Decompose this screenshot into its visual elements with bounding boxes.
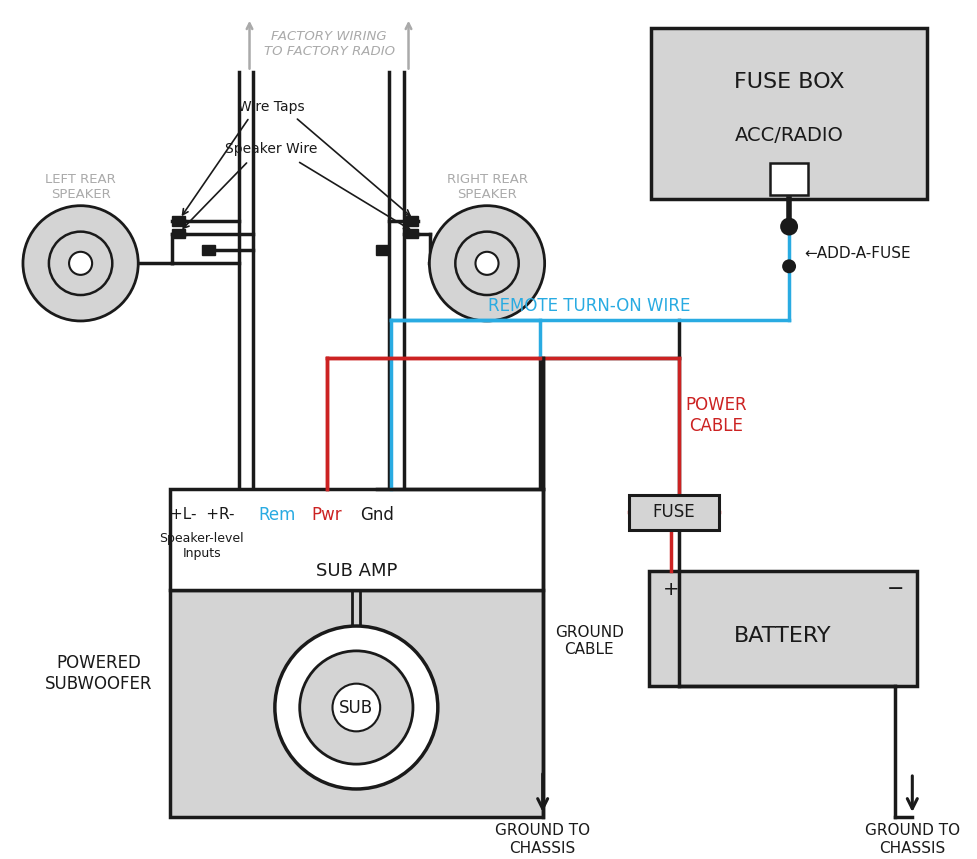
Circle shape (275, 626, 438, 789)
Bar (405, 228, 418, 239)
Text: −: − (886, 579, 904, 600)
Text: Pwr: Pwr (312, 506, 342, 524)
Circle shape (332, 684, 380, 731)
Text: POWER
CABLE: POWER CABLE (685, 396, 746, 435)
Text: RIGHT REAR
SPEAKER: RIGHT REAR SPEAKER (446, 173, 527, 201)
Circle shape (49, 232, 112, 295)
Text: REMOTE TURN-ON WIRE: REMOTE TURN-ON WIRE (488, 297, 690, 315)
Text: Speaker-level
Inputs: Speaker-level Inputs (159, 532, 244, 559)
Bar (405, 216, 418, 226)
Circle shape (782, 259, 795, 273)
Text: GROUND TO
CHASSIS: GROUND TO CHASSIS (864, 824, 958, 856)
Circle shape (429, 205, 544, 321)
Text: SUB: SUB (339, 698, 373, 716)
Text: FUSE: FUSE (652, 503, 695, 521)
Circle shape (22, 205, 138, 321)
Circle shape (299, 651, 412, 765)
Text: SUB AMP: SUB AMP (316, 563, 397, 581)
Text: Wire Taps: Wire Taps (237, 101, 305, 114)
Circle shape (475, 252, 498, 275)
Text: ACC/RADIO: ACC/RADIO (734, 125, 843, 144)
Bar (172, 216, 185, 226)
Text: FUSE BOX: FUSE BOX (733, 72, 843, 93)
Text: GROUND TO
CHASSIS: GROUND TO CHASSIS (494, 824, 589, 856)
Text: ←ADD-A-FUSE: ←ADD-A-FUSE (803, 246, 910, 261)
Bar (770, 163, 807, 195)
Bar (651, 27, 926, 198)
Text: Rem: Rem (258, 506, 296, 524)
Text: LEFT REAR
SPEAKER: LEFT REAR SPEAKER (45, 173, 116, 201)
Text: Speaker Wire: Speaker Wire (225, 142, 318, 156)
Text: POWERED
SUBWOOFER: POWERED SUBWOOFER (45, 655, 152, 693)
Text: +L-  +R-: +L- +R- (169, 507, 234, 522)
Bar (649, 571, 916, 685)
Text: BATTERY: BATTERY (734, 626, 831, 647)
Bar (172, 228, 185, 239)
Bar (170, 489, 542, 590)
Text: FACTORY WIRING
TO FACTORY RADIO: FACTORY WIRING TO FACTORY RADIO (263, 30, 394, 58)
Text: GROUND
CABLE: GROUND CABLE (554, 624, 623, 657)
Text: Gnd: Gnd (360, 506, 394, 524)
Bar (170, 590, 542, 817)
Bar (375, 246, 388, 255)
Circle shape (780, 217, 797, 235)
Bar (201, 246, 215, 255)
Bar (628, 495, 718, 530)
Circle shape (69, 252, 92, 275)
Text: +: + (662, 580, 678, 599)
Circle shape (455, 232, 518, 295)
